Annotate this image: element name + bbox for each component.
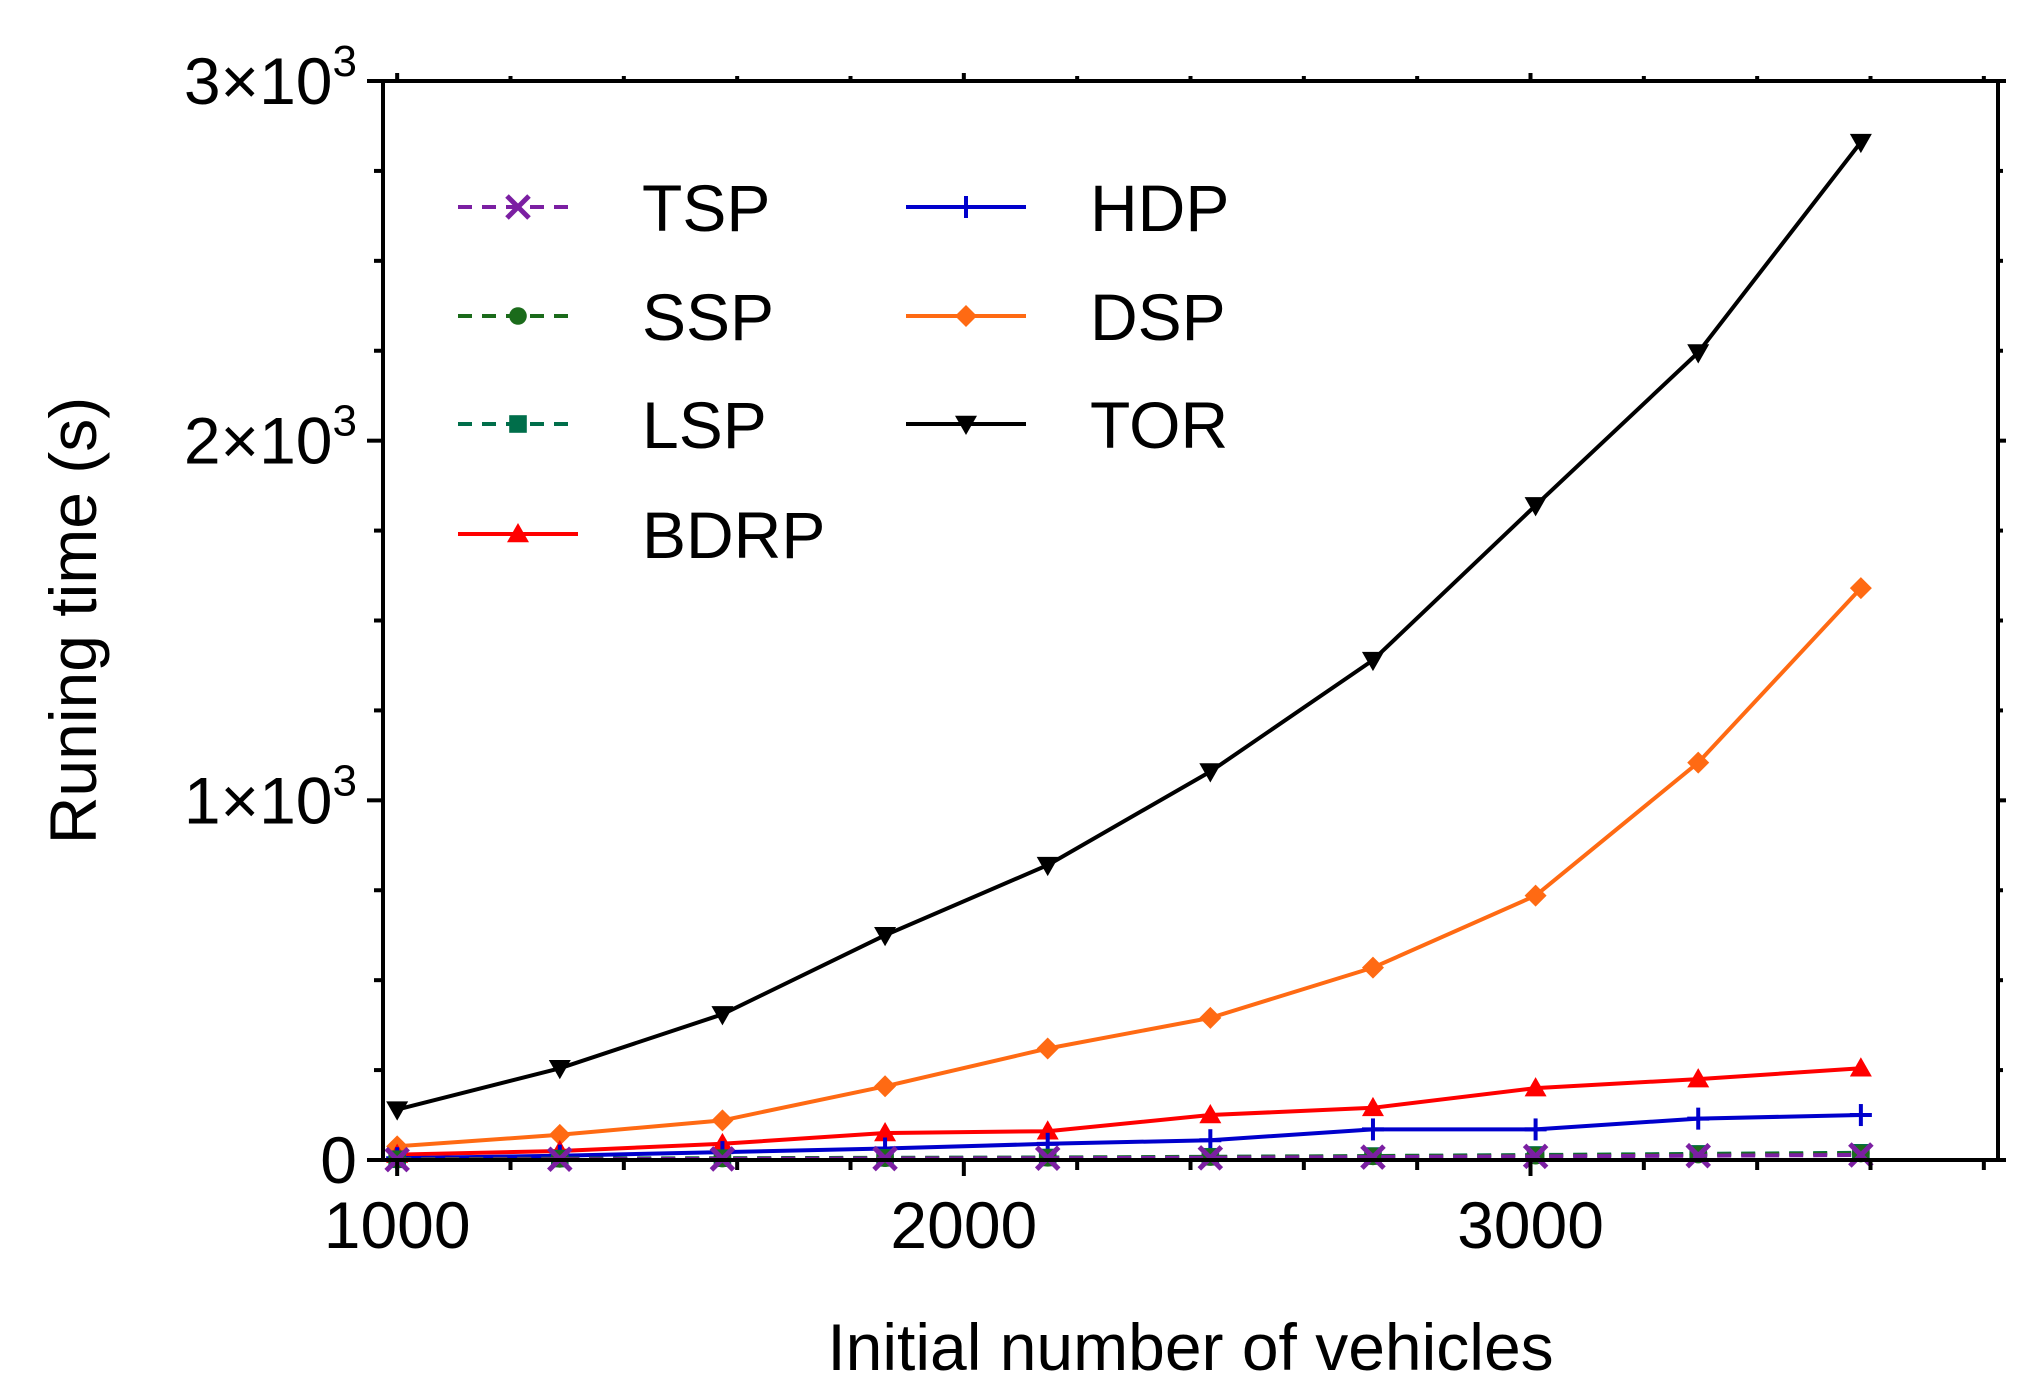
legend: TSP SSP LSP BDRP HDP DSP TOR	[458, 171, 1229, 572]
series-line-tor	[396, 140, 1863, 1112]
data-point-tor	[874, 926, 897, 947]
data-point-tor	[711, 1006, 734, 1026]
x-tick-label: 2000	[890, 1188, 1037, 1262]
data-point-tor	[548, 1060, 571, 1080]
series-line-bdrp	[397, 1066, 1862, 1157]
legend-marker-dsp	[955, 305, 977, 327]
data-point-hdp	[1849, 1104, 1872, 1127]
legend-entry-ssp: SSP	[458, 280, 774, 354]
data-point-tor	[1687, 344, 1710, 364]
y-tick-label: 3×103	[184, 37, 357, 118]
legend-marker-bdrp	[507, 523, 529, 543]
legend-label-lsp: LSP	[642, 388, 767, 462]
x-tick-label: 1000	[324, 1188, 471, 1262]
legend-label-dsp: DSP	[1090, 280, 1226, 354]
data-point-dsp	[1524, 884, 1547, 907]
x-tick-label: 3000	[1457, 1188, 1604, 1262]
legend-label-hdp: HDP	[1090, 171, 1229, 245]
data-point-tsp	[1197, 1145, 1224, 1171]
y-tick-label: 2×103	[184, 397, 357, 478]
data-point-bdrp	[1687, 1068, 1710, 1088]
legend-marker-tor	[955, 415, 977, 435]
y-axis-title: Runing time (s)	[36, 397, 110, 844]
series-line-hdp	[397, 1113, 1861, 1161]
legend-marker-ssp	[509, 307, 527, 325]
legend-label-tor: TOR	[1090, 388, 1228, 462]
data-point-dsp	[1687, 751, 1710, 774]
data-point-dsp	[1361, 956, 1384, 979]
y-tick-label: 0	[320, 1123, 357, 1197]
legend-entry-tor: TOR	[906, 388, 1228, 462]
data-point-hdp	[1524, 1118, 1547, 1141]
data-point-dsp	[1849, 577, 1872, 600]
legend-label-ssp: SSP	[642, 280, 774, 354]
series-line-dsp	[397, 586, 1863, 1149]
data-point-tor	[1199, 763, 1222, 783]
data-point-hdp	[1361, 1118, 1384, 1141]
data-point-hdp	[1687, 1107, 1710, 1130]
legend-label-bdrp: BDRP	[642, 498, 825, 572]
data-point-tor	[1361, 651, 1384, 672]
legend-entry-tsp: TSP	[458, 171, 770, 245]
legend-entry-lsp: LSP	[458, 388, 767, 462]
data-point-tsp	[1522, 1143, 1549, 1170]
data-point-bdrp	[1361, 1096, 1384, 1117]
data-point-tor	[386, 1101, 409, 1121]
data-point-dsp	[711, 1109, 734, 1132]
data-point-dsp	[874, 1075, 897, 1098]
legend-entry-bdrp: BDRP	[458, 498, 825, 572]
data-point-tor	[1524, 497, 1547, 517]
data-point-tor	[1849, 133, 1872, 154]
legend-label-tsp: TSP	[642, 171, 770, 245]
data-point-dsp	[1199, 1006, 1222, 1029]
data-point-hdp	[1199, 1129, 1222, 1152]
data-point-bdrp	[1036, 1120, 1059, 1140]
x-axis-title: Initial number of vehicles	[827, 1310, 1553, 1384]
data-point-tsp	[1360, 1144, 1386, 1170]
legend-marker-lsp	[509, 415, 527, 433]
data-point-bdrp	[874, 1122, 897, 1142]
data-point-dsp	[1036, 1037, 1059, 1060]
data-point-dsp	[548, 1123, 571, 1146]
axes: 0 1×103 2×103 3×103 1000 2000 3000	[184, 37, 2006, 1262]
y-tick-label: 1×103	[184, 756, 357, 837]
data-point-tor	[1036, 856, 1059, 877]
data-point-bdrp	[1199, 1104, 1222, 1124]
series-dsp	[386, 577, 1872, 1158]
series-tor	[386, 133, 1872, 1121]
data-point-bdrp	[1849, 1057, 1872, 1077]
legend-entry-hdp: HDP	[906, 171, 1229, 245]
data-point-bdrp	[1524, 1077, 1547, 1097]
legend-marker-hdp	[955, 196, 977, 218]
data-point-tsp	[1848, 1142, 1874, 1168]
legend-entry-dsp: DSP	[906, 280, 1226, 354]
data-point-tsp	[1685, 1142, 1712, 1169]
series-bdrp	[386, 1057, 1872, 1163]
legend-marker-tsp	[505, 194, 531, 220]
